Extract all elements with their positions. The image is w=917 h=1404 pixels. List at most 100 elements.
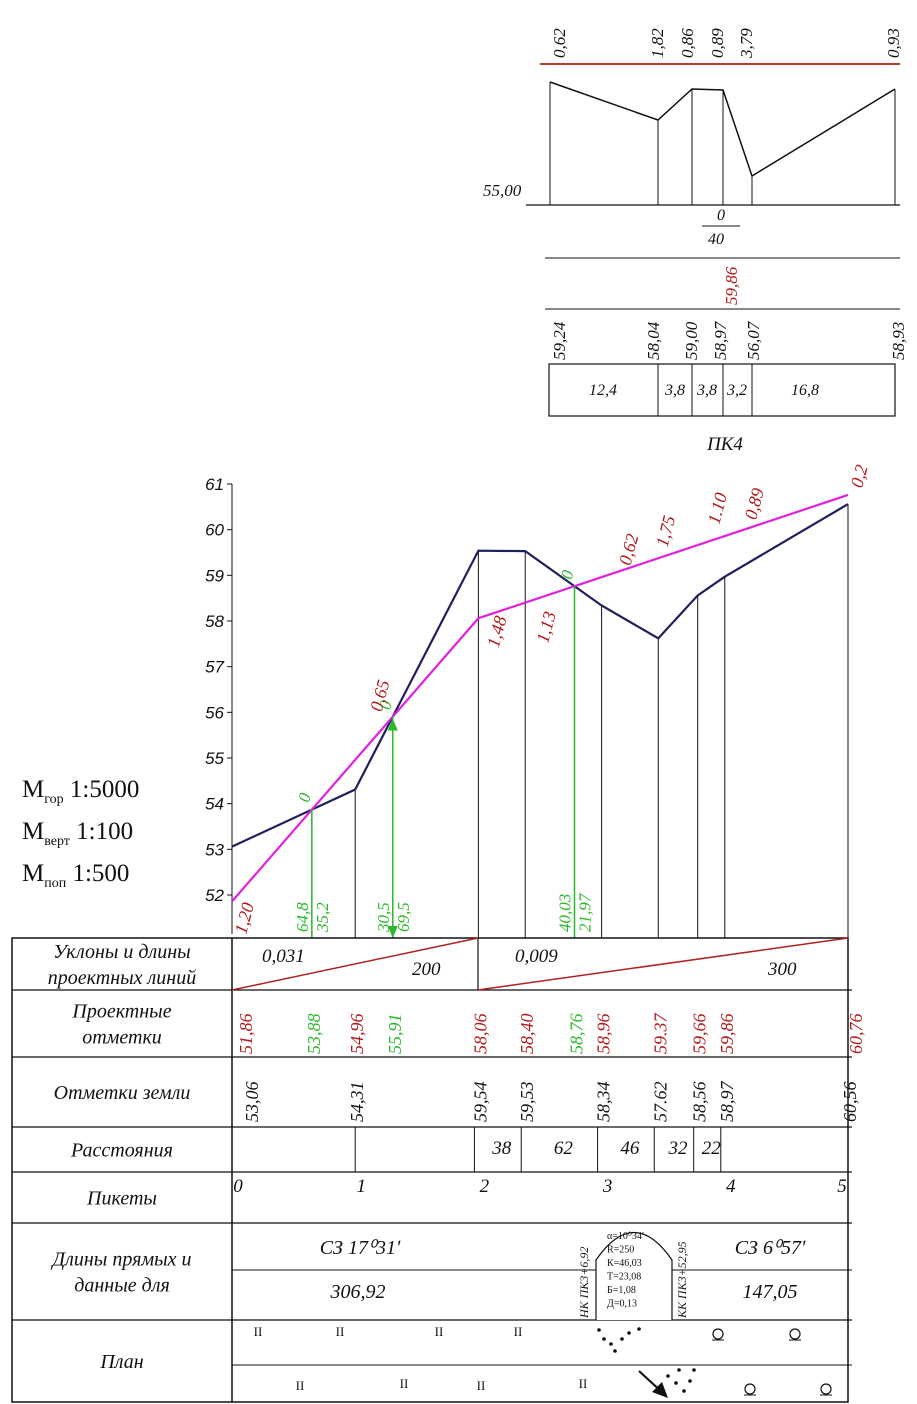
row-label: Проектные	[71, 1001, 171, 1023]
scale-horizontal: Мгор 1:5000	[22, 776, 140, 807]
section-ground-mark: 58,97	[711, 320, 730, 360]
section-fraction-bottom: 40	[708, 231, 724, 248]
picket-label: 4	[726, 1176, 736, 1197]
chart-y-tick-label: 54	[205, 795, 224, 814]
section-distance-value: 3,8	[696, 382, 717, 399]
zero-point-right-distance: 69,5	[394, 902, 413, 932]
zero-arrow-down	[387, 926, 398, 938]
plan-dot	[609, 1342, 613, 1346]
ground-mark-value: 57.62	[650, 1082, 670, 1123]
distance-value: 32	[667, 1138, 688, 1159]
plan-tree	[744, 1383, 756, 1395]
plan-marker: II	[296, 1378, 305, 1393]
plan-marker: II	[435, 1324, 444, 1339]
working-mark: 0,2	[847, 463, 872, 490]
zero-point-label: 0	[294, 791, 315, 805]
design-mark-value: 58,76	[566, 1014, 586, 1055]
section-ground-mark: 59,24	[550, 321, 569, 360]
zero-point-right-distance: 21,97	[575, 892, 594, 932]
plan-dot	[597, 1328, 601, 1332]
plan-dot	[613, 1349, 617, 1353]
row-label: Расстояния	[70, 1140, 173, 1162]
design-mark-value: 59,66	[690, 1014, 710, 1055]
row-label: Длины прямых и	[50, 1249, 191, 1271]
row-label: данные для	[74, 1275, 170, 1297]
design-mark-value: 53,88	[304, 1014, 324, 1055]
scale-legend: Мгор 1:5000 Мверт 1:100 Мпоп 1:500	[22, 774, 139, 900]
plan-dot	[637, 1327, 641, 1331]
plan-dot	[688, 1379, 692, 1383]
working-mark: 1,48	[483, 614, 510, 650]
plan-tree	[820, 1383, 832, 1395]
section-top-value: 0,89	[708, 28, 727, 58]
picket-label: 5	[837, 1176, 847, 1197]
section-datum-label: 55,00	[483, 181, 522, 200]
section-fraction-top: 0	[717, 207, 725, 224]
ground-mark-value: 60,56	[840, 1082, 860, 1123]
plan-arrow-head	[652, 1382, 668, 1398]
ground-mark-value: 59,54	[470, 1082, 490, 1123]
chart-y-tick-label: 55	[205, 749, 224, 768]
length-2: 147,05	[743, 1281, 798, 1303]
curve-data-line: α=10⁰34ʹ	[607, 1231, 644, 1242]
curve-start-label: НК ПК3+6,92	[577, 1247, 591, 1319]
picket-label: 0	[233, 1176, 243, 1197]
chart-y-tick-label: 53	[205, 840, 224, 859]
slope-length: 300	[767, 959, 797, 980]
working-mark: 1,75	[652, 513, 679, 549]
plan-dot	[692, 1368, 696, 1372]
plan-marker: II	[514, 1324, 523, 1339]
plan-dot	[620, 1337, 624, 1341]
design-mark-value: 58,40	[517, 1014, 537, 1055]
curve-element	[595, 1232, 673, 1320]
plan-marker: II	[254, 1324, 263, 1339]
row-label: проектных линий	[48, 967, 196, 989]
zero-point-label: 0	[557, 568, 578, 582]
section-ground-mark: 59,00	[682, 321, 701, 360]
plan-dot	[666, 1374, 670, 1378]
plan-dot	[627, 1331, 631, 1335]
picket-label: 1	[356, 1176, 366, 1197]
section-distance-value: 3,8	[664, 382, 685, 399]
plan-marker: II	[579, 1376, 588, 1391]
row-label: План	[99, 1351, 143, 1373]
ground-mark-value: 53,06	[242, 1082, 262, 1123]
section-distance-box	[548, 363, 896, 417]
chart-y-tick-label: 52	[205, 886, 224, 905]
zero-point-left-distance: 40,03	[555, 894, 574, 932]
profile-table: Уклоны и длины проектных линий Проектные от…	[11, 937, 866, 1403]
working-mark: 0,89	[741, 486, 768, 522]
curve-data-line: R=250	[607, 1245, 634, 1256]
slope-length: 200	[412, 959, 441, 980]
slope-value: 0,009	[515, 946, 558, 967]
picket-label: 2	[480, 1176, 490, 1197]
distance-value: 38	[491, 1138, 512, 1159]
slope-diagonal	[477, 937, 849, 991]
design-mark-value: 58,96	[594, 1014, 614, 1055]
design-mark-value: 59,86	[717, 1014, 737, 1055]
chart-line-design	[231, 493, 849, 903]
plan-tree	[712, 1328, 724, 1340]
design-mark-value: 55,91	[385, 1014, 405, 1055]
section-design-mark: 59,86	[722, 266, 741, 305]
zero-point-left-distance: 64,8	[293, 902, 312, 932]
chart-y-tick-label: 61	[205, 475, 224, 494]
working-mark: 0,62	[615, 532, 642, 568]
chart-y-tick-label: 60	[205, 521, 224, 540]
design-mark-value: 58,06	[470, 1014, 490, 1055]
ground-mark-value: 59,53	[517, 1082, 537, 1123]
distance-value: 46	[620, 1138, 640, 1159]
plan-tree	[789, 1328, 801, 1340]
design-mark-value: 54,96	[347, 1014, 367, 1055]
working-mark: 1,13	[532, 609, 559, 645]
section-ground-mark: 58,93	[889, 322, 908, 360]
plan-dot	[674, 1381, 678, 1385]
chart-y-tick-label: 59	[205, 566, 224, 585]
direction-2: СЗ 6⁰57ʹ	[735, 1237, 806, 1259]
section-caption: ПК4	[706, 434, 743, 455]
zero-arrow-up	[387, 718, 398, 731]
design-mark-value: 59.37	[650, 1013, 670, 1055]
row-label: Пикеты	[86, 1188, 157, 1210]
